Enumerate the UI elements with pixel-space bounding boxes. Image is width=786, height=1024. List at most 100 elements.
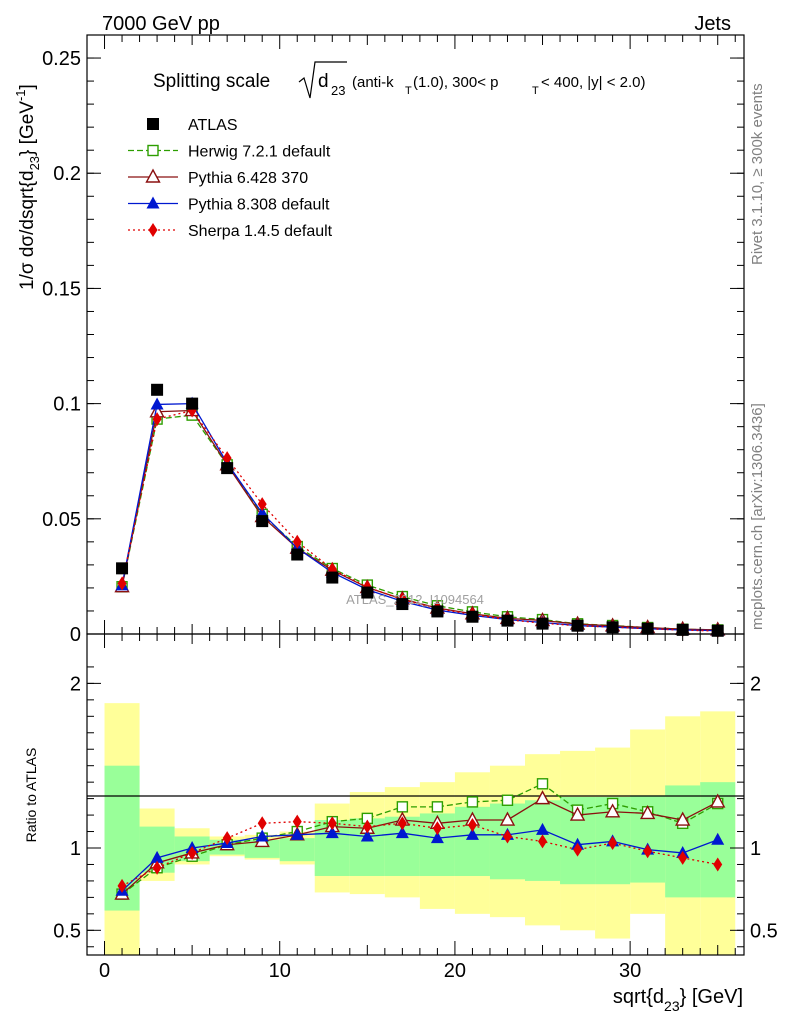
xlabel-post: } [GeV] [680, 986, 743, 1008]
data-point [501, 614, 514, 627]
series-point-ratio [639, 804, 656, 820]
y-tick-label: 0 [70, 624, 81, 646]
series-point-ratio [643, 844, 653, 859]
series-point-main [150, 397, 164, 410]
band-inner [665, 785, 701, 898]
legend-label: Herwig 7.2.1 default [188, 144, 331, 161]
series-point-ratio [327, 816, 337, 831]
title-anti: (anti-k [352, 74, 394, 91]
main-y-label: 1/σ dσ/dsqrt{d23} [GeV-1] [13, 84, 42, 290]
series-line-ratio [121, 797, 719, 895]
xlabel-sub: 23 [664, 998, 680, 1014]
data-point [151, 383, 164, 396]
series-point-ratio [152, 860, 162, 875]
ratio-y-label: Ratio to ATLAS [23, 748, 39, 843]
series-point-ratio [536, 822, 550, 835]
y-tick-label: 0.25 [42, 48, 81, 70]
series-point-ratio [538, 834, 548, 849]
series-point-ratio [150, 850, 164, 863]
series-point-ratio [502, 829, 512, 844]
data-point [571, 619, 584, 632]
y-tick-label: 0.5 [53, 920, 81, 942]
series-point-ratio [678, 850, 688, 865]
x-tick-label: 20 [444, 960, 466, 982]
main-panel: ATLAS_2012_I1094564 0 0.05 0.1 0.15 0.2 0.25 [42, 34, 745, 646]
series-line-ratio [121, 821, 718, 887]
title-pt-sub: T [532, 85, 539, 97]
series-point-ratio [536, 778, 549, 790]
legend-marker [146, 196, 160, 209]
ylabel-mid: } [GeV [17, 101, 38, 156]
series-point-ratio [117, 878, 127, 893]
title-root: d [318, 71, 329, 92]
title-mid: (1.0), 300< p [413, 74, 498, 91]
legend: ATLAS Herwig 7.2.1 default Pythia 6.428 37… [128, 117, 333, 240]
data-point [396, 598, 409, 611]
data-point [116, 562, 129, 575]
series-point-ratio [711, 832, 725, 845]
main-y-ticks: 0 0.05 0.1 0.15 0.2 0.25 [42, 48, 744, 646]
series-point-ratio [257, 816, 267, 831]
chart-title: Splitting scale d 23 (anti-k T (1.0), 30… [153, 61, 646, 99]
series-point-main [257, 497, 267, 512]
data-point [326, 571, 339, 584]
series-point-main [117, 576, 127, 591]
data-points-layer [116, 383, 724, 637]
x-tick-label: 30 [619, 960, 641, 982]
main-frame [86, 34, 745, 635]
y-tick-label: 0.2 [53, 163, 81, 185]
series-point-ratio [675, 811, 691, 826]
series-point-ratio [430, 831, 444, 844]
legend-label: ATLAS [188, 117, 238, 134]
series-point-ratio [573, 842, 583, 857]
ratio-frame [86, 633, 745, 956]
svg-text:1/σ dσ/dsqrt{d23} [GeV-1]: 1/σ dσ/dsqrt{d23} [GeV-1] [13, 84, 42, 290]
series-point-ratio [222, 831, 232, 846]
ratio-panel: 0.5 1 2 0.5 1 2 0 10 20 30 [53, 633, 778, 982]
y-tick-label: 2 [70, 673, 81, 695]
series-point-ratio [608, 836, 618, 851]
series-point-main [292, 534, 302, 549]
band-inner [279, 838, 315, 862]
series-point-ratio [290, 827, 304, 840]
analysis-watermark: ATLAS_2012_I1094564 [346, 592, 484, 607]
series-point-ratio [501, 794, 514, 806]
ratio-uncertainty-bands [104, 703, 736, 955]
ratio-series-layer [114, 778, 726, 900]
series-point-ratio [362, 819, 372, 834]
legend-marker [147, 118, 159, 130]
data-point [221, 462, 234, 475]
series-point-main [222, 451, 232, 466]
x-axis-label: sqrt{d23} [GeV] [613, 986, 743, 1014]
y-tick-label: 0.05 [42, 509, 81, 531]
data-point [361, 586, 374, 599]
y-tick-label-right: 0.5 [750, 920, 778, 942]
xlabel-pre: sqrt{d [613, 986, 664, 1008]
y-tick-label-right: 1 [750, 838, 761, 860]
header-right: Jets [694, 13, 731, 35]
data-point [291, 548, 304, 561]
main-x-ticks [86, 35, 736, 634]
y-tick-label-right: 2 [750, 673, 761, 695]
data-point [256, 515, 269, 528]
data-point [431, 605, 444, 618]
title-anti-sub: T [405, 85, 412, 97]
series-point-ratio [395, 826, 409, 839]
x-tick-label: 10 [269, 960, 291, 982]
y-tick-label: 0.1 [53, 394, 81, 416]
series-point-main [152, 412, 162, 427]
series-point-ratio [292, 814, 302, 829]
series-point-ratio [360, 829, 374, 842]
band-inner [244, 839, 280, 858]
series-point-ratio [604, 803, 621, 818]
ylabel-sup: -1 [13, 89, 28, 101]
data-point [186, 397, 199, 410]
series-line-ratio [121, 829, 718, 892]
ratio-x-ticks: 0 10 20 30 [86, 634, 736, 982]
mcplots-label: mcplots.cern.ch [arXiv:1306.3436] [749, 403, 766, 630]
series-point-ratio [534, 790, 551, 805]
series-point-ratio [431, 801, 444, 813]
series-point-ratio [713, 857, 723, 872]
sqrt-symbol [298, 61, 347, 99]
ylabel-pre: 1/σ dσ/dsqrt{d [17, 170, 38, 290]
